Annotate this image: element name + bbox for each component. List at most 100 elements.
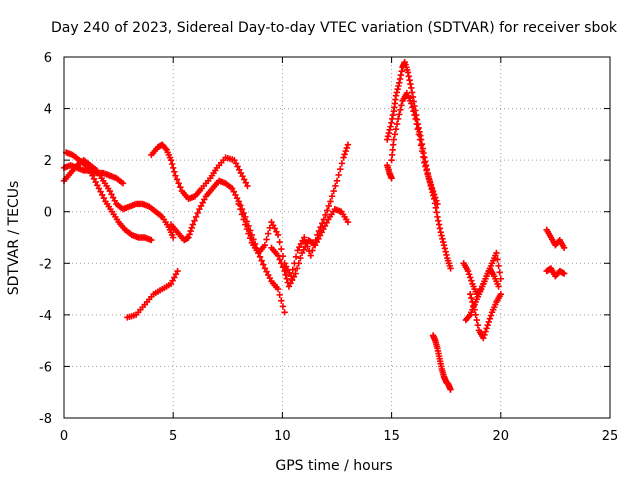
x-tick-label: 5 [169,429,177,444]
series-track-l [429,332,454,393]
data-point-trail [496,269,503,276]
data-point-trail [415,131,423,138]
x-tick-label: 10 [274,429,291,444]
data-point-trail [236,166,243,174]
data-point-trail [427,181,435,188]
data-point-trail [287,280,294,287]
series-track-i [384,58,454,272]
data-point-trail [428,184,436,192]
data-point-trail [422,163,429,170]
data-point [268,218,275,226]
axis-ticks: 0 5 10 15 20 25 -8 -6 -4 -2 0 2 4 6 [39,51,618,444]
data-point-trail [299,237,306,244]
data-point-trail [430,191,438,198]
data-point-trail [240,216,247,223]
data-point-trail [269,222,277,229]
data-point-trail [240,176,248,183]
data-point-trail [423,167,430,174]
data-point-trail [239,173,246,180]
data-point-trail [424,171,431,178]
data-point [560,270,568,277]
data-point-trail [237,205,244,213]
plot-frame [63,56,611,419]
data-point-trail [395,82,402,90]
data-point [285,283,293,290]
data-point [327,198,334,205]
data-point-trail [494,256,501,263]
data-point-trail [439,235,446,242]
data-point-trail [432,194,439,201]
data-point-trail [273,228,280,235]
data-point-trail [186,231,193,238]
data-point-trail [338,160,346,167]
data-point-trail [405,73,412,80]
y-tick-label: -8 [39,412,52,427]
data-point-trail [175,180,182,187]
data-point-trail [391,131,399,138]
data-point-trail [393,120,401,128]
data-point-trail [172,271,180,278]
data-point [447,265,454,272]
data-point-trail [170,164,177,172]
data-point-trail [201,196,208,203]
data-point-trail [406,77,413,84]
data-point-trail [483,325,490,332]
data-point [167,156,175,164]
data-point-trail [194,209,201,217]
data-point-trail [266,274,274,282]
data-point-trail [162,145,169,152]
data-point [480,334,487,342]
data-point-trail [192,213,200,221]
data-point [394,115,402,123]
data-point [301,234,308,241]
data-point-trail [263,268,270,275]
data-point-trail [302,243,309,250]
data-point-trail [97,188,104,195]
data-point [170,234,177,241]
data-point-trail [322,211,329,219]
data-point [307,252,314,259]
data-point [174,267,181,275]
data-point [340,154,347,161]
data-point-trail [467,274,474,281]
data-point [228,185,236,192]
series-track-h [268,205,352,290]
data-point-trail [111,197,118,204]
data-point-trail [278,260,285,267]
data-point-trail [295,260,302,267]
data-point [318,229,325,236]
data-point-trail [325,202,333,210]
data-point-trail [246,234,254,242]
data-point-trail [474,321,482,329]
series-track-p [543,226,568,252]
data-point-trail [265,271,272,279]
series-track-k [384,162,395,182]
data-point-trail [482,328,489,335]
series-track-j [388,89,441,208]
data-point [471,306,478,313]
data-point-trail [276,238,283,246]
data-point [560,244,568,252]
data-point [416,136,424,143]
data-point-trail [413,120,420,128]
data-point [467,291,474,298]
data-point-trail [260,261,267,268]
data-point-trail [397,71,405,79]
data-point-trail [232,191,239,199]
data-point-trail [321,222,329,230]
data-point-trail [330,187,337,195]
series-track-d [124,267,181,321]
data-point [189,221,197,228]
data-point-trail [465,312,473,320]
data-point-trail [279,303,287,310]
data-point-trail [245,230,252,237]
data-point-trail [420,153,427,161]
data-point [95,185,103,192]
data-point-trail [278,245,285,253]
data-point-trail [109,194,117,201]
data-point-trail [278,297,285,304]
y-tick-label: -4 [39,309,52,324]
data-point [495,283,502,290]
data-point-trail [323,219,330,226]
data-point-trail [472,311,479,319]
